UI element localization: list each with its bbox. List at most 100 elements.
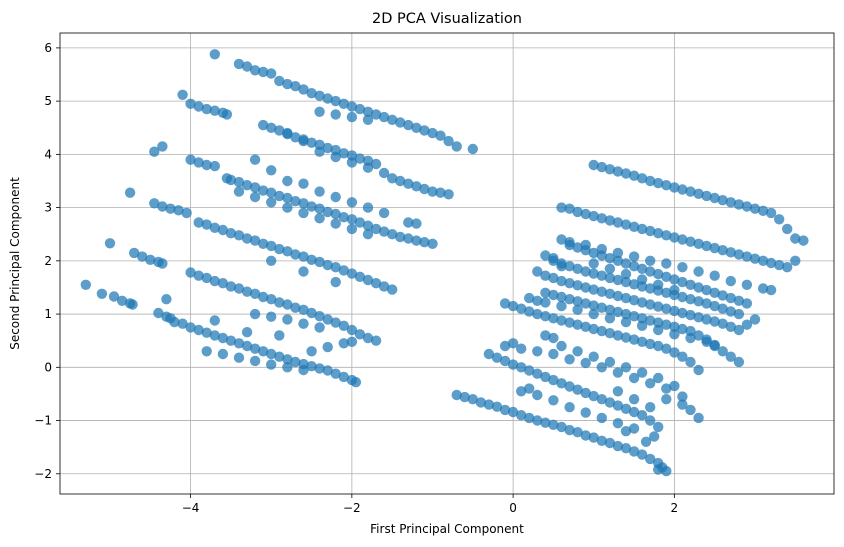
data-point (266, 197, 277, 208)
data-point (572, 280, 583, 291)
data-point (677, 291, 688, 303)
data-point (298, 198, 309, 209)
data-point (266, 165, 277, 176)
data-point (387, 173, 398, 184)
data-point (741, 279, 753, 290)
data-point (346, 223, 358, 235)
data-point (181, 207, 192, 219)
data-point (395, 117, 406, 128)
data-point (628, 221, 640, 232)
data-point (306, 137, 317, 148)
data-point (241, 327, 253, 338)
data-point (80, 279, 92, 290)
data-point (322, 341, 333, 353)
data-point (725, 306, 736, 317)
data-point (185, 154, 196, 165)
data-point (266, 122, 277, 133)
data-point (507, 359, 519, 370)
data-point (209, 160, 220, 172)
plot-frame (59, 32, 835, 495)
data-point (127, 299, 138, 310)
data-point (274, 190, 285, 202)
data-point (620, 332, 632, 343)
data-point (693, 312, 704, 323)
data-point (201, 346, 212, 357)
data-point (177, 318, 188, 329)
data-point (249, 355, 261, 367)
data-point (693, 188, 704, 199)
data-point (572, 346, 583, 357)
data-point (645, 378, 656, 389)
data-point (636, 367, 648, 378)
data-point (628, 279, 640, 290)
data-point (314, 106, 325, 118)
data-point (620, 443, 632, 454)
data-point (249, 182, 261, 193)
data-point (685, 279, 696, 290)
data-point (298, 178, 309, 189)
data-point (782, 223, 793, 235)
data-point (725, 321, 736, 332)
data-point (661, 230, 672, 241)
data-point (249, 288, 261, 299)
data-point (588, 432, 599, 443)
data-point (395, 175, 406, 187)
data-point (765, 284, 777, 296)
data-point (685, 236, 696, 247)
data-point (249, 308, 261, 320)
data-point (370, 223, 382, 235)
data-point (653, 177, 664, 189)
data-point (378, 167, 390, 179)
data-point (741, 319, 753, 330)
data-point (588, 390, 599, 402)
data-point (338, 320, 349, 331)
data-point (540, 330, 551, 341)
data-point (532, 295, 543, 306)
x-tick-label: −4 (182, 501, 200, 515)
data-point (330, 95, 341, 107)
data-point (266, 348, 277, 360)
data-point (669, 347, 680, 358)
data-point (225, 174, 237, 186)
data-point (604, 272, 616, 284)
y-tick-label: 3 (44, 201, 52, 215)
data-point (620, 316, 632, 328)
data-point (588, 351, 599, 362)
data-point (701, 334, 712, 345)
data-point (693, 412, 704, 424)
data-point (701, 314, 712, 325)
scatter-points (80, 49, 809, 477)
data-point (628, 406, 640, 418)
data-point (540, 371, 551, 383)
data-point (677, 262, 688, 273)
data-point (741, 251, 753, 262)
data-point (604, 288, 616, 299)
data-point (653, 372, 664, 384)
data-point (306, 254, 317, 265)
data-point (330, 262, 341, 273)
data-point (725, 197, 736, 208)
data-point (524, 412, 535, 424)
data-point (241, 340, 253, 352)
data-point (774, 214, 785, 225)
data-point (685, 294, 696, 305)
data-point (564, 424, 575, 436)
data-point (298, 304, 309, 315)
data-point (693, 296, 704, 307)
data-point (491, 401, 503, 412)
data-point (282, 175, 293, 187)
data-point (193, 101, 204, 112)
y-tick-label: 5 (44, 94, 52, 108)
data-point (620, 292, 632, 304)
data-point (499, 404, 511, 416)
data-point (290, 302, 301, 313)
y-tick-label: 0 (44, 360, 52, 374)
data-point (628, 295, 640, 306)
data-point (661, 343, 672, 354)
data-point (548, 289, 559, 301)
data-point (233, 186, 245, 197)
data-point (677, 323, 688, 335)
data-point (580, 321, 591, 332)
data-point (516, 410, 527, 421)
data-point (636, 223, 648, 235)
